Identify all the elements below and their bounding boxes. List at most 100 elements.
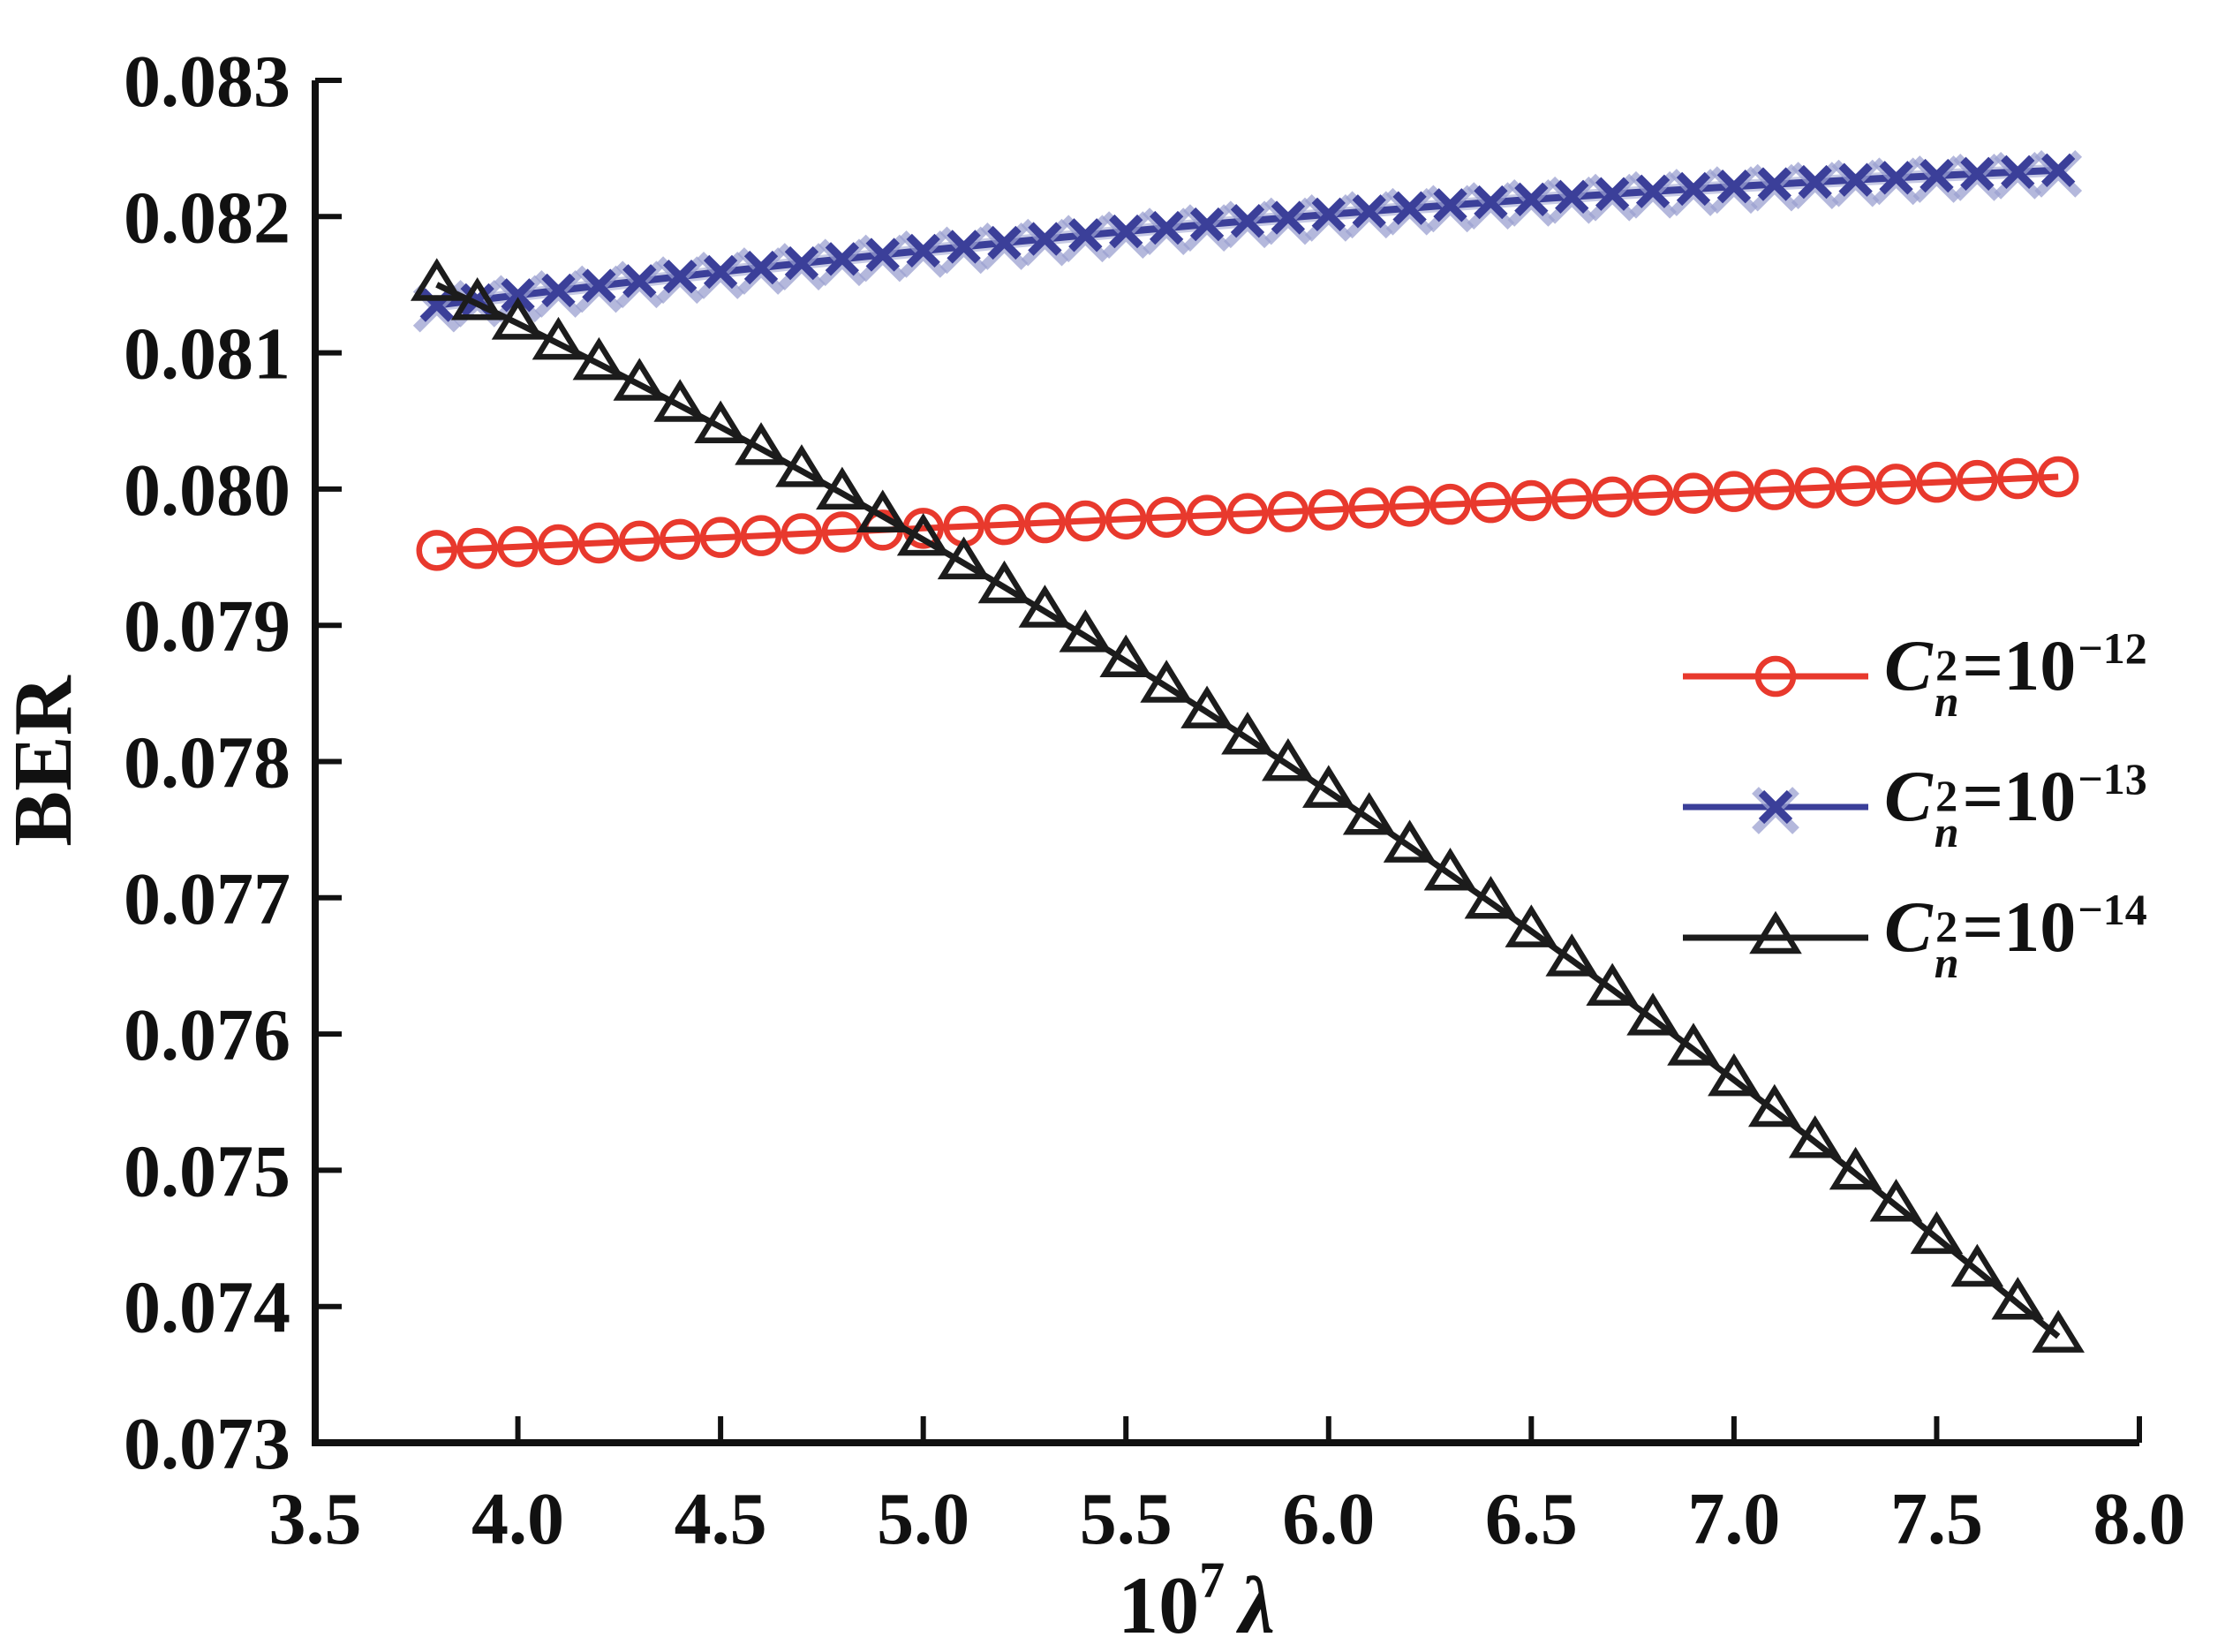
marker-circle: [2037, 456, 2079, 498]
legend-marker-triangle: [1683, 910, 1868, 954]
marker-triangle: [450, 277, 504, 321]
marker-x: [1433, 188, 1467, 223]
marker-circle: [1835, 465, 1876, 507]
marker-x: [1514, 182, 1549, 217]
marker-triangle: [653, 379, 707, 422]
legend: C 2 n =10−12 C 2 n =10−13 C 2 n =10−14: [1679, 611, 2147, 1003]
marker-x: [1716, 170, 1752, 204]
marker-triangle: [735, 422, 788, 465]
marker-circle: [1632, 474, 1674, 517]
marker-x: [1838, 162, 1873, 197]
marker-triangle: [1545, 933, 1599, 977]
legend-entry-1: C 2 n =10−13: [1679, 742, 2147, 872]
marker-x: [1028, 222, 1062, 256]
marker-triangle: [1586, 962, 1639, 1007]
marker-triangle: [410, 258, 464, 301]
marker-x: [541, 273, 576, 308]
marker-x: [1798, 164, 1832, 200]
marker-triangle: [572, 336, 626, 381]
marker-circle: [1024, 502, 1066, 544]
marker-x: [865, 238, 900, 272]
y-tick-label: 0.083: [124, 41, 290, 123]
marker-circle: [659, 518, 701, 561]
legend-symbol: C: [1884, 886, 1933, 968]
marker-triangle: [1140, 660, 1193, 703]
marker-triangle: [1869, 1179, 1923, 1222]
series-line-0: [436, 473, 2059, 554]
marker-circle: [416, 530, 457, 571]
y-tick-label: 0.073: [124, 1403, 290, 1485]
marker-x: [1189, 207, 1225, 242]
marker-circle: [1875, 464, 1917, 505]
marker-x: [1920, 158, 1954, 193]
marker-triangle: [856, 489, 909, 533]
marker-triangle: [1950, 1243, 2004, 1287]
marker-triangle: [1423, 848, 1477, 891]
marker-triangle: [694, 400, 747, 443]
marker-triangle: [775, 444, 828, 487]
marker-x: [1960, 156, 1995, 192]
y-tick-label: 0.078: [124, 722, 290, 804]
marker-x: [2001, 155, 2035, 190]
x-tick-label: 5.0: [877, 1478, 969, 1560]
marker-triangle: [1099, 634, 1153, 678]
marker-x: [1676, 171, 1711, 207]
marker-circle: [1308, 489, 1350, 531]
y-axis-title: BER: [0, 675, 89, 846]
legend-symbol: C: [1884, 756, 1933, 837]
marker-circle: [1389, 486, 1430, 527]
marker-triangle: [977, 560, 1031, 604]
marker-circle: [1470, 481, 1512, 524]
marker-triangle: [937, 536, 991, 580]
marker-triangle: [491, 297, 545, 340]
marker-circle: [1226, 493, 1269, 534]
x-tick-label: 7.0: [1687, 1478, 1780, 1560]
y-tick-label: 0.079: [124, 585, 290, 668]
x-tick-label: 7.5: [1890, 1478, 1983, 1560]
marker-triangle: [1180, 685, 1233, 728]
marker-triangle: [1747, 1083, 1801, 1128]
marker-x: [947, 230, 981, 264]
marker-triangle: [1059, 609, 1112, 653]
y-tick-label: 0.081: [124, 313, 290, 396]
marker-circle: [578, 522, 620, 564]
marker-circle: [1754, 469, 1796, 510]
marker-circle: [1186, 494, 1228, 536]
x-axis-title: 107 λ: [1118, 1551, 1275, 1650]
marker-x: [663, 260, 698, 294]
marker-triangle: [1342, 792, 1396, 835]
marker-triangle: [1910, 1211, 1964, 1255]
y-tick-label: 0.082: [124, 177, 290, 259]
marker-x: [2040, 153, 2076, 188]
marker-triangle: [1749, 910, 1802, 954]
y-tick-label: 0.074: [124, 1267, 290, 1349]
marker-triangle: [1991, 1277, 2045, 1320]
marker-x: [1595, 177, 1630, 211]
legend-symbol: C: [1884, 625, 1933, 706]
marker-circle: [1550, 478, 1593, 520]
marker-circle: [699, 517, 742, 558]
marker-x: [1149, 210, 1184, 245]
marker-circle: [1511, 479, 1552, 522]
marker-triangle: [1505, 904, 1558, 947]
marker-circle: [1672, 472, 1715, 514]
marker-x: [1311, 197, 1346, 232]
marker-circle: [1145, 496, 1188, 539]
marker-triangle: [613, 358, 667, 401]
marker-triangle: [896, 512, 950, 556]
marker-triangle: [1667, 1022, 1720, 1066]
marker-circle: [740, 515, 782, 556]
marker-x: [1474, 185, 1508, 220]
marker-triangle: [1262, 738, 1315, 781]
marker-circle: [781, 513, 823, 554]
y-tick-label: 0.076: [124, 994, 290, 1076]
marker-circle: [1065, 500, 1106, 542]
marker-circle: [497, 525, 539, 568]
marker-triangle: [1829, 1146, 1882, 1190]
marker-triangle: [1626, 992, 1679, 1036]
marker-x: [1109, 214, 1143, 249]
marker-triangle: [1383, 819, 1437, 863]
x-tick-label: 8.0: [2093, 1478, 2186, 1560]
